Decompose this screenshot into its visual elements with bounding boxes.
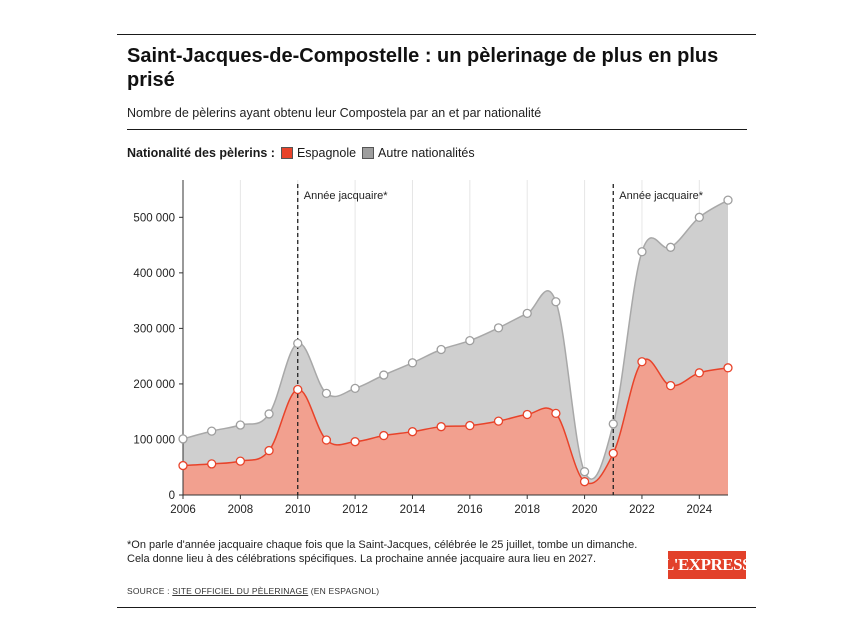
point-espagnole <box>235 456 246 466</box>
point-espagnole <box>465 420 475 431</box>
point-autre-nationalites <box>293 338 303 349</box>
chart-title: Saint-Jacques-de-Compostelle : un pèleri… <box>127 45 719 91</box>
area-chart: 0 100 000 200 000 300 000 400 000 500 000 2006… <box>133 180 733 516</box>
area-autre-nationalites <box>183 200 728 496</box>
y-tick-label: 300 000 <box>133 323 175 335</box>
y-tick-label: 200 000 <box>133 379 175 391</box>
x-tick-label: 2016 <box>457 504 483 516</box>
x-tick-label: 2006 <box>170 504 196 516</box>
point-autre-nationalites <box>407 358 418 368</box>
point-espagnole <box>321 435 332 445</box>
x-tick-label: 2014 <box>400 504 426 516</box>
point-autre-nationalites <box>379 370 389 380</box>
x-tick-label: 2012 <box>342 504 368 516</box>
point-espagnole <box>350 437 360 447</box>
point-autre-nationalites <box>522 308 532 319</box>
point-espagnole <box>379 430 389 441</box>
x-tick-label: 2018 <box>514 504 540 516</box>
point-espagnole <box>665 380 676 391</box>
point-espagnole <box>522 409 532 420</box>
point-espagnole <box>723 363 733 373</box>
chart-subtitle: Nombre de pèlerins ayant obtenu leur Com… <box>127 106 542 120</box>
point-autre-nationalites <box>665 242 676 252</box>
source-link[interactable]: SITE OFFICIEL DU PÈLERINAGE <box>172 586 309 596</box>
source-suffix: (EN ESPAGNOL) <box>308 586 380 596</box>
point-espagnole <box>178 460 188 471</box>
legend-label-espagnole: Espagnole <box>296 146 357 160</box>
point-autre-nationalites <box>321 388 332 399</box>
point-espagnole <box>694 368 704 378</box>
source-line: SOURCE : SITE OFFICIEL DU PÈLERINAGE (EN… <box>127 586 379 596</box>
point-espagnole <box>264 445 274 456</box>
point-espagnole <box>551 408 561 419</box>
x-tick-label: 2008 <box>228 504 254 516</box>
bottom-rule <box>117 607 756 608</box>
point-autre-nationalites <box>608 419 618 429</box>
point-autre-nationalites <box>264 409 274 419</box>
line-espagnole <box>182 358 729 485</box>
area-espagnole <box>183 359 728 495</box>
x-tick-label: 2010 <box>285 504 311 516</box>
y-tick-label: 100 000 <box>133 434 175 446</box>
legend: Nationalité des pèlerins : Espagnole Aut… <box>127 146 481 160</box>
x-tick-label: 2024 <box>687 504 713 516</box>
point-autre-nationalites <box>235 420 246 430</box>
point-autre-nationalites <box>551 297 561 307</box>
point-autre-nationalites <box>350 383 360 394</box>
legend-title: Nationalité des pèlerins : <box>127 146 275 160</box>
point-autre-nationalites <box>694 212 704 222</box>
legend-swatch-autre <box>362 147 375 159</box>
y-tick-label: 0 <box>169 490 175 502</box>
legend-item-espagnole: Espagnole <box>280 146 357 160</box>
point-espagnole <box>637 357 647 367</box>
point-espagnole <box>436 422 446 432</box>
footnote: *On parle d'année jacquaire chaque fois … <box>127 539 638 565</box>
chart-card: Saint-Jacques-de-Compostelle : un pèleri… <box>117 34 756 608</box>
y-tick-label: 400 000 <box>133 268 175 280</box>
legend-item-autre: Autre nationalités <box>362 146 475 160</box>
point-espagnole <box>407 427 418 437</box>
point-espagnole <box>579 477 590 487</box>
annee-jacquaire-label: Année jacquaire* <box>304 190 389 202</box>
x-tick-label: 2020 <box>572 504 598 516</box>
legend-swatch-espagnole <box>280 147 293 159</box>
x-tick-label: 2022 <box>629 504 655 516</box>
y-tick-label: 500 000 <box>133 212 175 224</box>
point-espagnole <box>293 384 303 395</box>
annee-jacquaire-label: Année jacquaire* <box>619 190 704 202</box>
point-espagnole <box>608 448 618 458</box>
point-autre-nationalites <box>207 426 217 436</box>
point-autre-nationalites <box>493 323 504 333</box>
legend-label-autre: Autre nationalités <box>378 146 475 160</box>
point-espagnole <box>493 416 504 426</box>
header-divider <box>127 129 747 130</box>
point-autre-nationalites <box>436 344 446 355</box>
point-autre-nationalites <box>178 434 188 444</box>
top-rule <box>117 34 756 35</box>
lexpress-logo: L'EXPRESS <box>663 551 752 579</box>
point-autre-nationalites <box>579 467 590 477</box>
point-espagnole <box>207 459 217 469</box>
point-autre-nationalites <box>723 195 733 205</box>
point-autre-nationalites <box>465 335 475 346</box>
source-prefix: SOURCE : <box>127 586 173 596</box>
point-autre-nationalites <box>637 247 647 257</box>
